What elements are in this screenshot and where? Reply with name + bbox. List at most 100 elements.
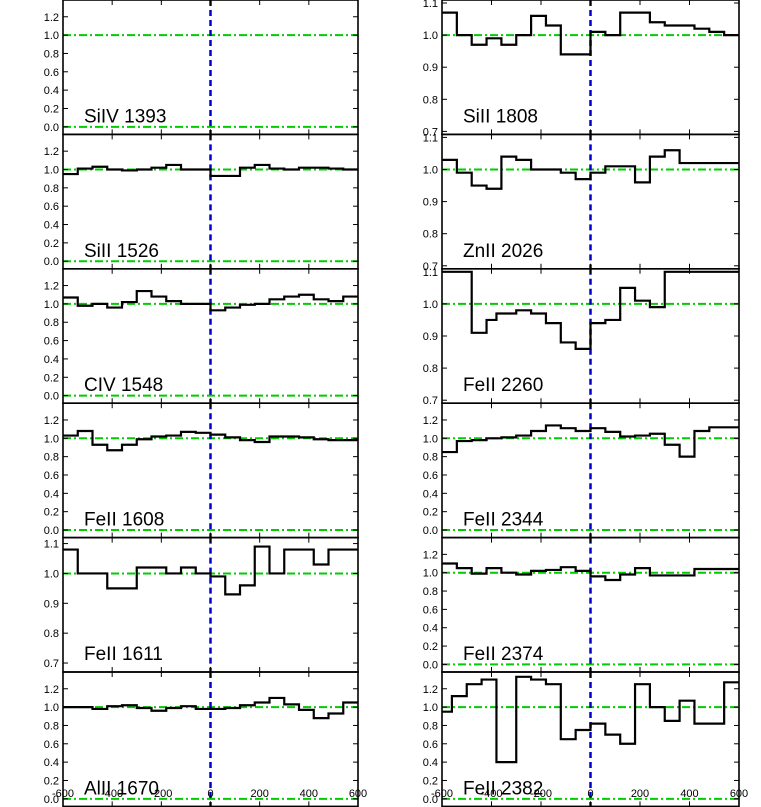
y-tick-label: 0.8 bbox=[423, 586, 438, 598]
ion-label-alii-1670: AlII 1670 bbox=[84, 778, 159, 799]
spectrum-line bbox=[63, 545, 358, 596]
y-tick-label: 0.7 bbox=[423, 395, 438, 407]
y-tick-label: 0.2 bbox=[44, 507, 59, 519]
panel-siiv-1393: 0.0 0.2 0.4 0.6 0.8 1.0 1.2 SiIV 1393 bbox=[44, 0, 359, 136]
y-tick-label: 1.0 bbox=[423, 30, 438, 42]
ion-label-feii-1611: FeII 1611 bbox=[84, 644, 163, 665]
spectrum-line bbox=[63, 429, 358, 452]
spectrum-line bbox=[442, 11, 739, 56]
x-tick-label: -200 bbox=[150, 788, 172, 800]
x-tick-label: -400 bbox=[480, 788, 502, 800]
ion-label-znii-2026: ZnII 2026 bbox=[463, 241, 543, 262]
panel-feii-1608: 0.0 0.2 0.4 0.6 0.8 1.0 1.2 FeII 1608 bbox=[44, 402, 359, 539]
y-tick-label: 0.8 bbox=[423, 94, 438, 106]
y-tick-label: 0.0 bbox=[423, 794, 438, 806]
y-tick-label: 0.2 bbox=[44, 372, 59, 384]
panel-feii-2382: 0.0 0.2 0.4 0.6 0.8 1.0 1.2 FeII 2382 bbox=[423, 671, 740, 807]
y-tick-label: 0.4 bbox=[423, 623, 438, 635]
x-tick-label: -600 bbox=[431, 788, 453, 800]
y-tick-label: 1.0 bbox=[423, 165, 438, 177]
y-tick-label: 0.2 bbox=[44, 775, 59, 787]
y-tick-label: 0.6 bbox=[44, 201, 59, 213]
y-tick-label: 1.2 bbox=[423, 684, 438, 696]
y-tick-label: 0.6 bbox=[44, 739, 59, 751]
y-tick-label: 0.6 bbox=[44, 336, 59, 348]
x-tick-label: 200 bbox=[631, 788, 649, 800]
x-tick-label: 400 bbox=[300, 788, 318, 800]
ion-label-feii-2374: FeII 2374 bbox=[463, 644, 544, 665]
y-tick-label: 0.4 bbox=[44, 354, 59, 366]
y-tick-label: 0.2 bbox=[44, 103, 59, 115]
y-tick-label: 1.0 bbox=[44, 165, 59, 177]
y-tick-label: 0.0 bbox=[44, 794, 59, 806]
y-tick-label: 0.7 bbox=[423, 126, 438, 138]
y-tick-label: 0.2 bbox=[423, 775, 438, 787]
y-tick-label: 0.6 bbox=[423, 739, 438, 751]
panel-alii-1670: 0.0 0.2 0.4 0.6 0.8 1.0 1.2 AlII 1670 bbox=[44, 671, 359, 807]
y-tick-label: 0.4 bbox=[44, 220, 59, 232]
y-tick-label: 1.0 bbox=[44, 702, 59, 714]
panel-feii-2344: 0.0 0.2 0.4 0.6 0.8 1.0 1.2 FeII 2344 bbox=[423, 402, 740, 539]
y-tick-label: 1.1 bbox=[423, 132, 438, 144]
y-tick-label: 1.0 bbox=[44, 433, 59, 445]
y-tick-label: 0.0 bbox=[44, 256, 59, 268]
ion-label-siii-1808: SiII 1808 bbox=[463, 106, 538, 127]
panel-siii-1526: 0.0 0.2 0.4 0.6 0.8 1.0 1.2 SiII 1526 bbox=[44, 133, 359, 270]
y-tick-label: 0.0 bbox=[44, 391, 59, 403]
x-tick-label: 400 bbox=[680, 788, 698, 800]
y-tick-label: 0.4 bbox=[423, 757, 438, 769]
y-tick-label: 0.8 bbox=[423, 229, 438, 241]
y-tick-label: 0.6 bbox=[44, 470, 59, 482]
ion-label-civ-1548: CIV 1548 bbox=[84, 375, 163, 396]
y-tick-label: 0.9 bbox=[423, 331, 438, 343]
x-tick-label: -200 bbox=[530, 788, 552, 800]
spectrum-line bbox=[442, 675, 739, 764]
ion-label-feii-1608: FeII 1608 bbox=[84, 510, 164, 531]
y-tick-label: 1.2 bbox=[44, 684, 59, 696]
y-tick-label: 1.0 bbox=[44, 568, 59, 580]
y-tick-label: 0.6 bbox=[44, 67, 59, 79]
y-tick-label: 1.2 bbox=[44, 281, 59, 293]
y-tick-label: 0.2 bbox=[44, 238, 59, 250]
y-tick-label: 0.0 bbox=[423, 525, 438, 537]
x-tick-label: -600 bbox=[52, 788, 74, 800]
y-tick-label: 0.8 bbox=[423, 720, 438, 732]
spectrum-line bbox=[63, 696, 358, 720]
y-tick-label: 1.2 bbox=[423, 549, 438, 561]
y-tick-label: 0.7 bbox=[44, 658, 59, 670]
y-tick-label: 0.4 bbox=[44, 757, 59, 769]
y-tick-label: 0.8 bbox=[44, 48, 59, 60]
y-tick-label: 0.4 bbox=[423, 488, 438, 500]
y-tick-label: 1.2 bbox=[44, 12, 59, 24]
spectrum-line bbox=[442, 424, 739, 458]
panel-feii-2374: 0.0 0.2 0.4 0.6 0.8 1.0 1.2 FeII 2374 bbox=[423, 536, 740, 673]
x-tick-label: -400 bbox=[101, 788, 123, 800]
y-tick-label: 0.6 bbox=[423, 604, 438, 616]
spectrum-line bbox=[442, 270, 739, 350]
y-tick-label: 0.0 bbox=[423, 659, 438, 671]
ion-label-feii-2382: FeII 2382 bbox=[463, 778, 543, 799]
x-tick-label: 0 bbox=[587, 788, 593, 800]
y-tick-label: 1.0 bbox=[423, 299, 438, 311]
y-tick-label: 0.6 bbox=[423, 470, 438, 482]
y-tick-label: 0.8 bbox=[423, 363, 438, 375]
y-tick-label: 0.8 bbox=[44, 628, 59, 640]
panel-civ-1548: 0.0 0.2 0.4 0.6 0.8 1.0 1.2 CIV 1548 bbox=[44, 267, 359, 404]
spectrum-line bbox=[442, 149, 739, 190]
velocity-axis: -600 -400 -200 0 200 400 600 -600 -400 -200 0 200 40… bbox=[52, 788, 748, 800]
panel-feii-1611: 0.7 0.8 0.9 1.0 1.1 FeII 1611 bbox=[44, 536, 359, 673]
y-tick-label: 0.9 bbox=[423, 197, 438, 209]
y-tick-label: 0.8 bbox=[44, 720, 59, 732]
spectrum-line bbox=[63, 163, 358, 178]
y-tick-label: 1.0 bbox=[44, 30, 59, 42]
x-tick-label: 600 bbox=[730, 788, 748, 800]
y-tick-label: 0.2 bbox=[423, 507, 438, 519]
y-tick-label: 1.1 bbox=[423, 267, 438, 279]
ion-label-siii-1526: SiII 1526 bbox=[84, 241, 159, 262]
ion-label-feii-2344: FeII 2344 bbox=[463, 510, 544, 531]
x-tick-label: 600 bbox=[349, 788, 367, 800]
panel-siii-1808: 0.7 0.8 0.9 1.0 1.1 SiII 1808 bbox=[423, 0, 740, 138]
y-tick-label: 1.0 bbox=[423, 568, 438, 580]
y-tick-label: 1.2 bbox=[44, 146, 59, 158]
